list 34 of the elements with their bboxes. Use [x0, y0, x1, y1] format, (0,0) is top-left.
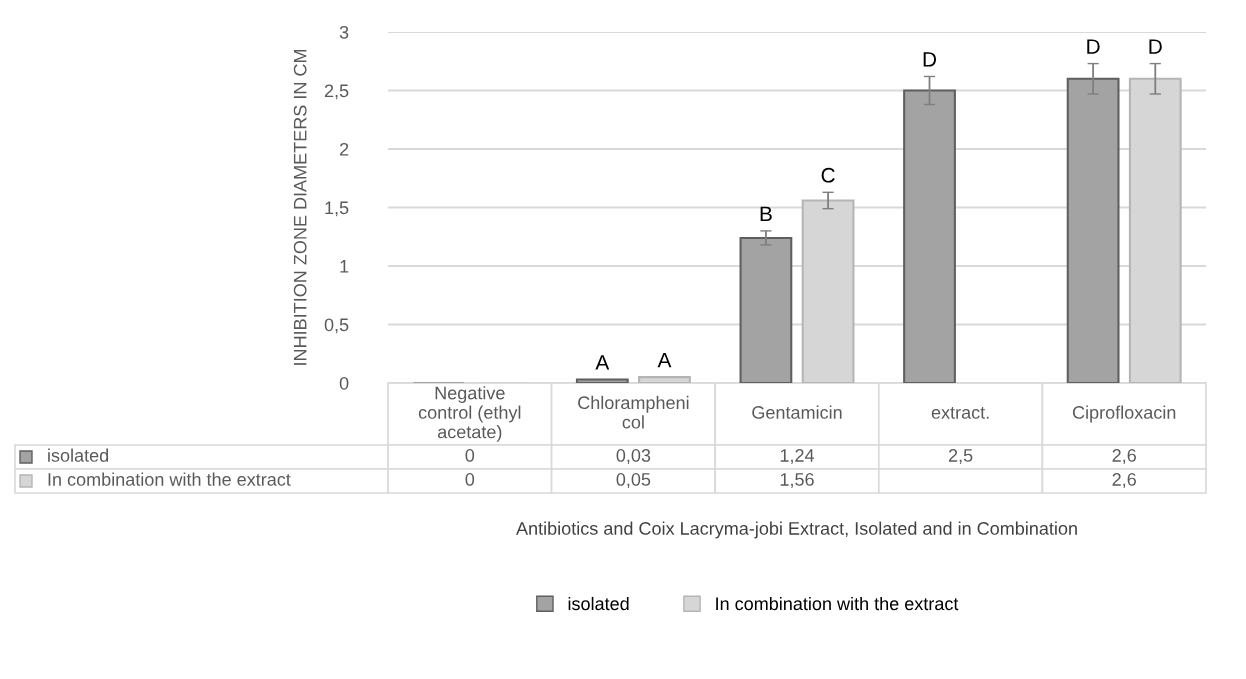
y-tick-label: 2,5 — [324, 84, 349, 100]
x-axis-title: Antibiotics and Coix Lacryma-jobi Extract, Isolated and in Combination — [516, 521, 1077, 539]
data-label: 1,56 — [780, 473, 814, 488]
annotation: C — [821, 167, 835, 183]
text: isolated — [48, 448, 109, 462]
annotation: A — [657, 352, 672, 368]
y-tick-label: 1 — [340, 260, 349, 273]
y-axis-title: INHIBITION ZONE DIAMETERS IN CM — [293, 49, 307, 365]
data-label: 0 — [465, 473, 475, 486]
x-tick-label: Gentamicin — [752, 405, 842, 419]
annotation: D — [1149, 39, 1162, 54]
x-tick-label: Chlorampheni col — [578, 395, 689, 429]
x-tick-label: Ciprofloxacin — [1072, 405, 1176, 423]
annotation: A — [595, 355, 610, 370]
annotation: D — [1087, 39, 1100, 54]
x-tick-label: Negative control (ethyl acetate) — [418, 386, 521, 442]
y-tick-label: 0,5 — [324, 318, 349, 334]
data-label: 2,6 — [1112, 449, 1136, 464]
data-label: 0,05 — [616, 473, 651, 488]
annotation: D — [923, 52, 937, 67]
legend-label: In combination with the extract — [48, 472, 291, 486]
data-label: 2,6 — [1112, 473, 1136, 488]
annotation: B — [760, 206, 772, 222]
y-tick-label: 1,5 — [325, 201, 349, 217]
data-label: 0,03 — [616, 449, 651, 464]
y-tick-label: 0 — [339, 376, 349, 390]
data-label: 0 — [465, 449, 475, 462]
y-tick-label: 2 — [339, 142, 349, 156]
data-label: 2,5 — [948, 449, 973, 464]
x-tick-label: extract. — [931, 406, 989, 419]
y-tick-label: 3 — [339, 25, 349, 39]
data-label: 1,24 — [780, 449, 815, 464]
text: In combination with the extract — [716, 596, 959, 611]
legend-label: isolated — [568, 596, 629, 611]
